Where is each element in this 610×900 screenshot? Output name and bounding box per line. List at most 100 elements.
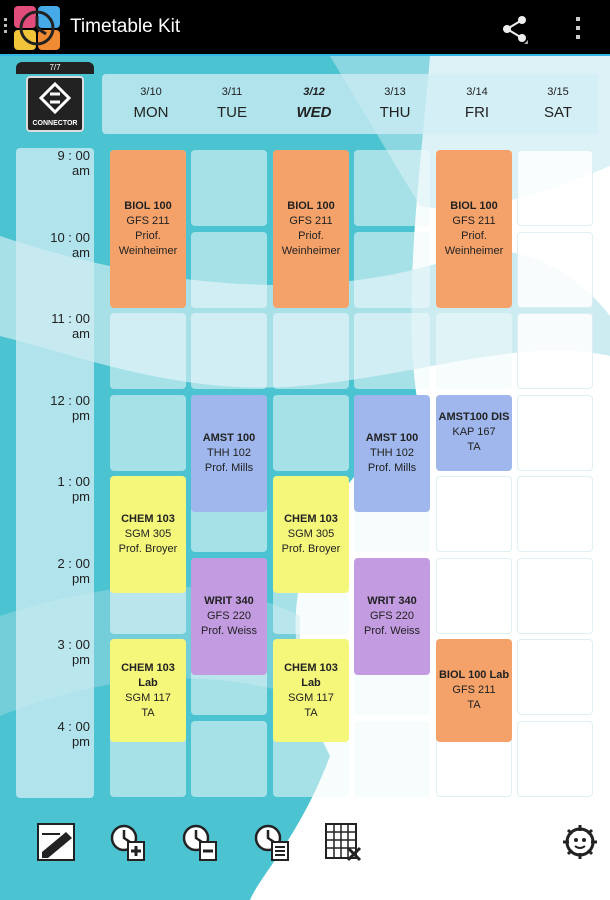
timetable-cell[interactable] <box>517 313 593 389</box>
time-column: 9 : 00 am 10 : 00 am 11 : 00 am 12 : 00 pm 1 : 0… <box>16 148 94 798</box>
time-settings-icon[interactable] <box>252 822 292 862</box>
event-instructor: Prof. Broyer <box>281 543 341 556</box>
event-room: SGM 305 <box>124 528 172 541</box>
class-event[interactable]: CHEM 103 SGM 305 Prof. Broyer <box>110 476 186 594</box>
time-label: 10 : 00 am <box>50 229 90 260</box>
day-header-thu[interactable]: 3/13 THU <box>354 74 436 134</box>
event-title: AMST100 DIS <box>438 411 510 424</box>
day-name: WED <box>296 104 332 121</box>
event-room: GFS 211 <box>289 215 333 227</box>
event-room: GFS 220 <box>369 609 415 622</box>
class-event[interactable]: BIOL 100 GFS 211 Priof. Weinheimer <box>273 150 349 308</box>
timetable-cell[interactable] <box>517 639 593 715</box>
class-event[interactable]: CHEM 103 SGM 305 Prof. Broyer <box>273 476 349 594</box>
timetable-cell[interactable] <box>110 313 186 389</box>
connector-tag: 7/7 <box>16 62 94 74</box>
event-room: GFS 211 <box>452 684 496 697</box>
share-icon[interactable] <box>500 14 530 44</box>
class-event[interactable]: BIOL 100 GFS 211 Priof. Weinheimer <box>110 150 186 308</box>
event-title: CHEM 103 Lab <box>284 661 338 689</box>
timetable-cell[interactable] <box>273 313 349 389</box>
timetable-cell[interactable] <box>354 720 430 797</box>
action-bar-divider <box>0 54 610 56</box>
event-room: GFS 211 <box>452 215 496 227</box>
event-title: BIOL 100 <box>450 200 498 212</box>
class-event[interactable]: BIOL 100 GFS 211 Priof. Weinheimer <box>436 150 512 308</box>
time-label: 11 : 00 am <box>51 311 90 341</box>
connector[interactable]: 7/7 CONNECTOR <box>16 62 94 132</box>
day-header-wed[interactable]: 3/12 WED <box>273 74 355 134</box>
day-header-tue[interactable]: 3/11 TUE <box>191 74 273 134</box>
event-room: GFS 220 <box>206 609 252 622</box>
day-name: FRI <box>464 104 490 121</box>
day-header: 3/10 MON 3/11 TUE 3/12 WED 3/13 THU 3/14 FRI 3/15 S… <box>102 74 598 134</box>
day-header-sat[interactable]: 3/15 SAT <box>517 74 599 134</box>
connector-label: CONNECTOR <box>32 120 78 127</box>
timetable-cell[interactable] <box>191 720 267 797</box>
class-event[interactable]: AMST100 DIS KAP 167 TA <box>436 394 512 471</box>
event-title: BIOL 100 <box>124 200 172 212</box>
timetable-cell[interactable] <box>517 720 593 797</box>
event-instructor: Prof. Broyer <box>118 543 178 556</box>
day-date: 3/10 <box>140 86 162 98</box>
timetable-cell[interactable] <box>354 150 430 226</box>
timetable-cell[interactable] <box>354 313 430 389</box>
remove-time-icon[interactable] <box>180 822 220 862</box>
timetable-cell[interactable] <box>191 313 267 389</box>
timetable-cell[interactable] <box>273 394 349 471</box>
day-name: MON <box>133 104 169 121</box>
app-title: Timetable Kit <box>70 16 181 37</box>
event-room: SGM 117 <box>288 691 334 704</box>
timetable-cell[interactable] <box>354 231 430 308</box>
day-name: THU <box>379 104 411 121</box>
class-event[interactable]: AMST 100 THH 102 Prof. Mills <box>354 394 430 512</box>
timetable-cell[interactable] <box>517 231 593 308</box>
event-room: GFS 211 <box>126 215 170 227</box>
class-event[interactable]: CHEM 103 Lab SGM 117 TA <box>273 639 349 743</box>
event-room: THH 102 <box>206 446 252 459</box>
timetable-cell[interactable] <box>436 476 512 552</box>
event-title: CHEM 103 <box>284 513 338 526</box>
timetable-cell[interactable] <box>517 394 593 471</box>
event-instructor: TA <box>467 699 481 712</box>
event-instructor: Priof. Weinheimer <box>444 230 504 257</box>
timetable-cell[interactable] <box>110 394 186 471</box>
timetable-cell[interactable] <box>191 231 267 308</box>
app-logo-icon[interactable] <box>4 4 62 52</box>
edit-icon[interactable] <box>36 822 76 862</box>
event-instructor: Prof. Weiss <box>200 624 258 637</box>
time-label: 3 : 00 pm <box>57 637 90 667</box>
time-label: 4 : 00 pm <box>57 718 90 749</box>
day-header-mon[interactable]: 3/10 MON <box>110 74 192 134</box>
class-event[interactable]: WRIT 340 GFS 220 Prof. Weiss <box>354 557 430 675</box>
connector-button[interactable]: CONNECTOR <box>26 76 84 132</box>
class-event[interactable]: BIOL 100 Lab GFS 211 TA <box>436 639 512 743</box>
class-event[interactable]: WRIT 340 GFS 220 Prof. Weiss <box>191 557 267 675</box>
timetable-cell[interactable] <box>517 476 593 552</box>
timetable-cell[interactable] <box>436 313 512 389</box>
day-date: 3/15 <box>547 86 569 98</box>
event-title: AMST 100 <box>365 431 419 444</box>
settings-gear-icon[interactable] <box>560 822 600 862</box>
day-name: SAT <box>543 104 573 121</box>
class-event[interactable]: AMST 100 THH 102 Prof. Mills <box>191 394 267 512</box>
event-title: WRIT 340 <box>367 594 417 607</box>
timetable-cell[interactable] <box>517 150 593 226</box>
overflow-menu-icon[interactable] <box>572 14 584 42</box>
time-label: 9 : 00 am <box>57 148 90 178</box>
day-header-fri[interactable]: 3/14 FRI <box>436 74 518 134</box>
timetable-cell[interactable] <box>191 150 267 226</box>
add-time-icon[interactable] <box>108 822 148 862</box>
event-title: AMST 100 <box>202 431 256 444</box>
event-instructor: Prof. Weiss <box>363 624 421 637</box>
event-instructor: TA <box>304 706 318 719</box>
timetable-cell[interactable] <box>436 557 512 634</box>
day-date: 3/12 <box>303 86 325 98</box>
timetable-cell[interactable] <box>517 557 593 634</box>
time-label: 1 : 00 pm <box>57 474 90 504</box>
class-event[interactable]: CHEM 103 Lab SGM 117 TA <box>110 639 186 743</box>
event-room: THH 102 <box>369 446 415 459</box>
clear-grid-icon[interactable] <box>324 822 364 862</box>
time-label: 12 : 00 pm <box>50 392 90 423</box>
event-room: SGM 305 <box>287 528 335 541</box>
